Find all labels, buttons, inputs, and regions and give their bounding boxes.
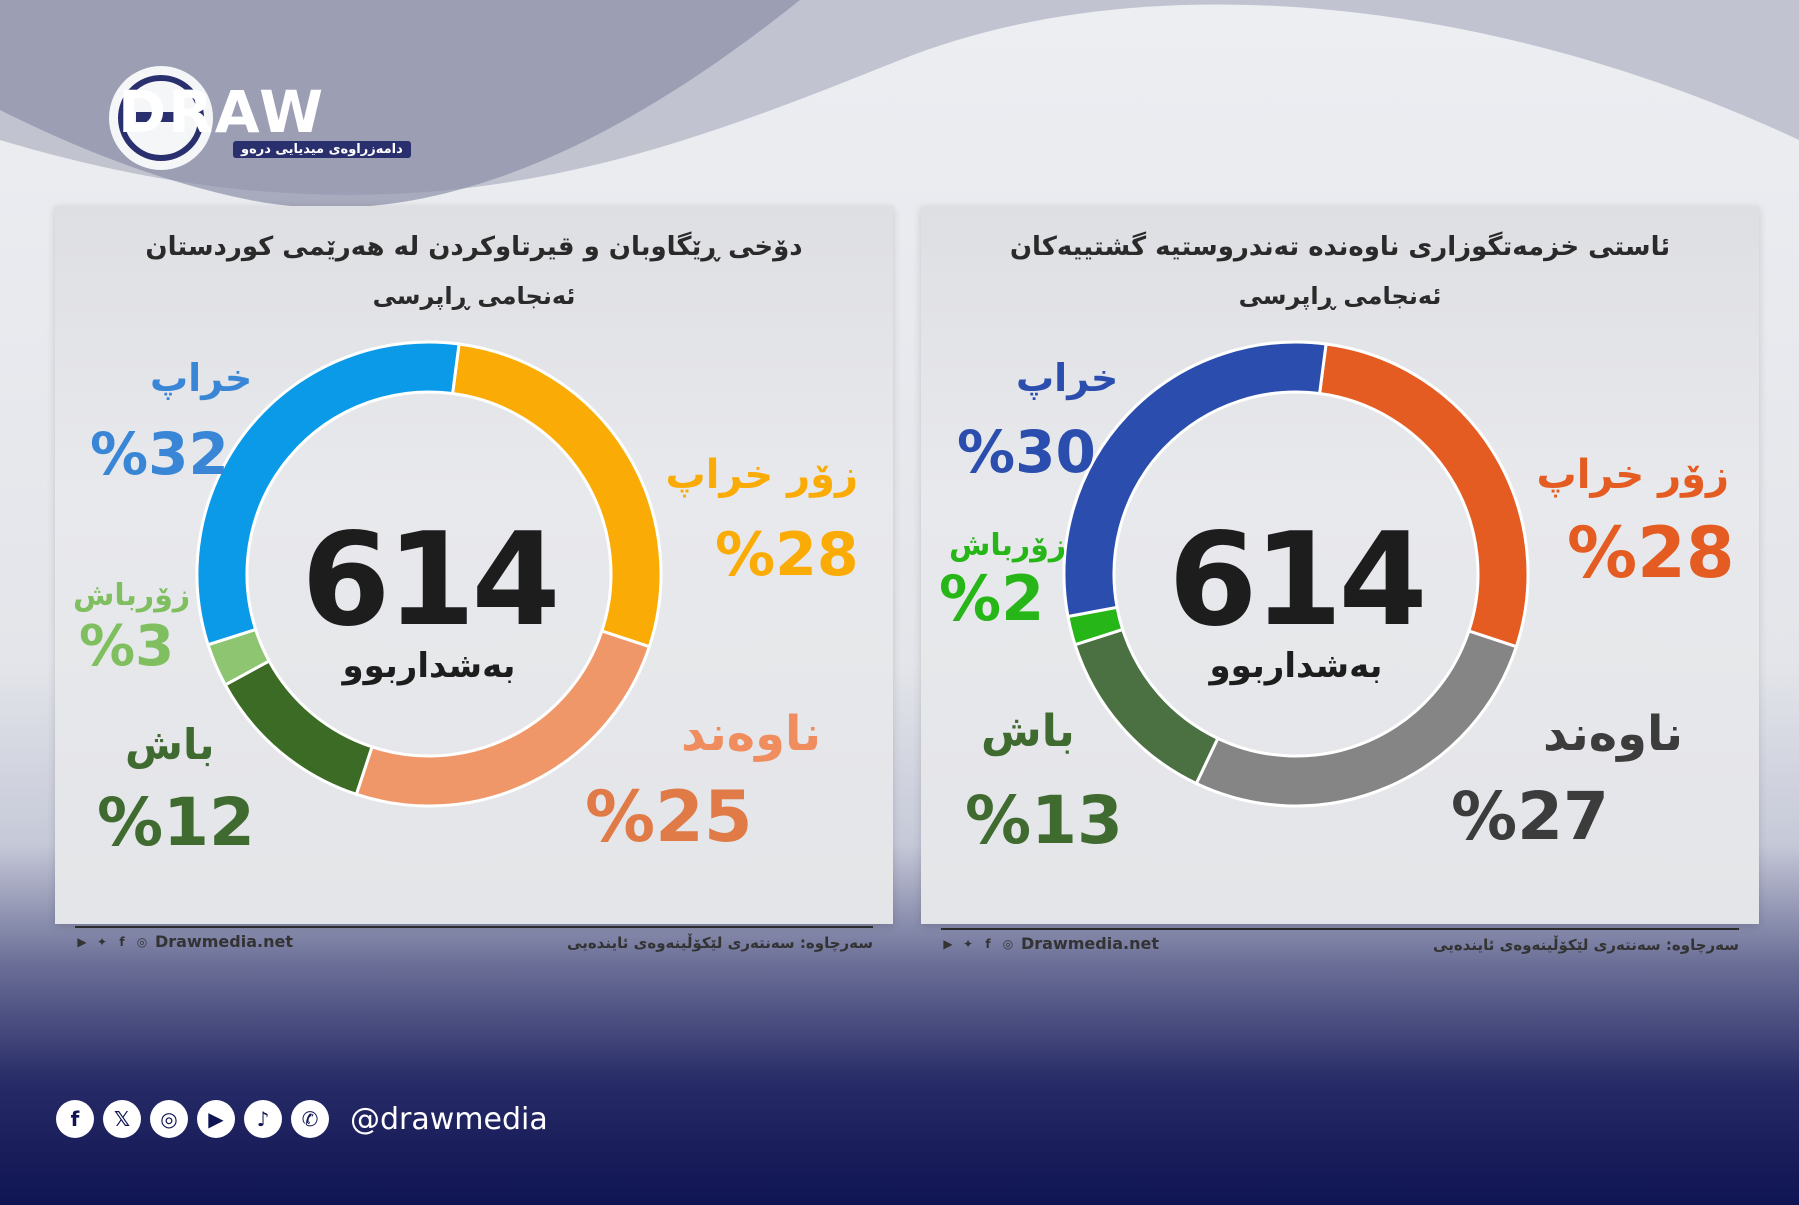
footer-source: سەرچاوە: سەنتەری لێکۆڵینەوەی ئایندەیی xyxy=(567,934,873,952)
instagram-icon: ◎ xyxy=(136,934,148,949)
youtube-icon: ▶ xyxy=(943,936,953,951)
instagram-icon[interactable]: ◎ xyxy=(150,1100,188,1138)
center-label: بەشداربوو xyxy=(1209,646,1383,686)
social-bar: f 𝕏 ◎ ▶ ♪ ✆ @drawmedia xyxy=(56,1100,548,1138)
facebook-icon: f xyxy=(119,934,125,949)
logo-subtitle: دامەزراوەی میدیایی درەو xyxy=(233,141,411,158)
donut-slice-4 xyxy=(1062,340,1328,619)
footer-site: ▶ ✦ f ◎ Drawmedia.net xyxy=(75,932,293,951)
pct-medium: %27 xyxy=(1451,778,1609,855)
youtube-icon: ▶ xyxy=(77,934,87,949)
facebook-icon[interactable]: f xyxy=(56,1100,94,1138)
center-total: 614 xyxy=(301,506,560,655)
footer-divider xyxy=(941,928,1739,930)
footer-site: ▶ ✦ f ◎ Drawmedia.net xyxy=(941,934,1159,953)
pct-very-bad: %28 xyxy=(715,520,859,590)
draw-logo xyxy=(109,66,213,170)
chart-card-roads: دۆخی ڕێگاوبان و قیرتاوکردن لە هەرێمی کور… xyxy=(55,206,893,952)
donut-chart xyxy=(1062,340,1530,808)
footer-divider xyxy=(75,926,873,928)
footer-source: سەرچاوە: سەنتەری لێکۆڵینەوەی ئایندەیی xyxy=(1433,936,1739,954)
donut-chart xyxy=(195,340,663,808)
chart-subtitle: ئەنجامی ڕاپرسی xyxy=(372,282,576,310)
label-bad: خراپ xyxy=(1016,356,1119,400)
youtube-icon[interactable]: ▶ xyxy=(197,1100,235,1138)
footer-site-text: Drawmedia.net xyxy=(1021,934,1159,953)
twitter-icon: ✦ xyxy=(96,934,108,949)
chart-title: دۆخی ڕێگاوبان و قیرتاوکردن لە هەرێمی کور… xyxy=(145,232,803,262)
label-very-bad: زۆر خراپ xyxy=(1536,452,1729,498)
donut-slice-4 xyxy=(195,340,461,647)
pct-bad: %32 xyxy=(90,420,229,488)
label-good: باش xyxy=(981,706,1075,757)
pct-very-bad: %28 xyxy=(1567,512,1735,594)
whatsapp-icon[interactable]: ✆ xyxy=(291,1100,329,1138)
chart-subtitle: ئەنجامی ڕاپرسی xyxy=(1238,282,1442,310)
pct-very-good: %2 xyxy=(939,562,1045,635)
tiktok-icon[interactable]: ♪ xyxy=(244,1100,282,1138)
x-icon[interactable]: 𝕏 xyxy=(103,1100,141,1138)
center-label: بەشداربوو xyxy=(342,646,516,686)
logo-text: DRAW xyxy=(118,78,326,146)
facebook-icon: f xyxy=(985,936,991,951)
label-medium: ناوەند xyxy=(681,706,821,762)
label-very-good: زۆرباش xyxy=(949,528,1067,563)
center-total: 614 xyxy=(1168,506,1427,655)
chart-card-health: ئاستی خزمەتگوزاری ناوەندە تەندروستیە گشت… xyxy=(921,206,1759,954)
social-handle[interactable]: @drawmedia xyxy=(350,1101,548,1137)
footer-site-text: Drawmedia.net xyxy=(155,932,293,951)
label-very-bad: زۆر خراپ xyxy=(665,452,858,498)
label-very-good: زۆرباش xyxy=(73,578,191,613)
label-bad: خراپ xyxy=(150,356,253,400)
pct-good: %13 xyxy=(965,782,1123,859)
label-good: باش xyxy=(125,720,215,769)
pct-medium: %25 xyxy=(585,776,753,858)
pct-very-good: %3 xyxy=(79,614,175,679)
chart-title: ئاستی خزمەتگوزاری ناوەندە تەندروستیە گشت… xyxy=(1009,232,1671,262)
instagram-icon: ◎ xyxy=(1002,936,1014,951)
pct-good: %12 xyxy=(97,784,255,861)
pct-bad: %30 xyxy=(957,418,1096,486)
label-medium: ناوەند xyxy=(1543,706,1683,762)
twitter-icon: ✦ xyxy=(962,936,974,951)
